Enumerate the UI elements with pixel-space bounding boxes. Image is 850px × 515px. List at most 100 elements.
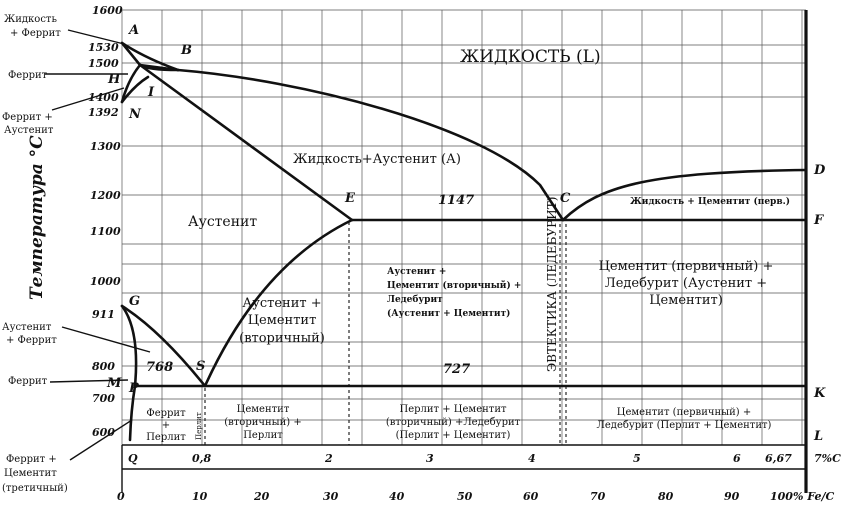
tick-fec-70: 70 [590,490,606,503]
leader-ferrite-cementite [69,419,133,461]
line-GS [120,304,207,388]
tick-H: H [107,72,121,87]
line-IE [138,63,354,222]
label-ferrite-cementite-3: (третичный) [2,483,68,494]
line-ES [203,218,354,388]
tick-1530: 1530 [88,41,119,54]
point-N: N [128,107,142,122]
region-aust-cem-2: Цементит [248,313,317,328]
tick-c7: 7%C [814,452,841,465]
temp-727: 727 [443,362,470,377]
region-cl-upper-3: Цементит) [649,293,723,308]
region-fp-1: Феррит [146,408,186,419]
region-fp-3: Перлит [146,432,186,443]
tick-fec-60: 60 [523,490,539,503]
tick-911: 911 [92,308,115,321]
region-aust-cem-1: Аустенит + [242,296,321,311]
point-labels: A B I N E C D F G S P K L [127,23,826,444]
point-F: F [813,213,824,228]
point-E: E [344,191,356,206]
point-S: S [196,359,205,374]
left-labels: Жидкость + Феррит Феррит Феррит + Аустен… [2,14,68,494]
diagram-grid [121,9,806,445]
region-cl-upper-1: Цементит (первичный) + [599,259,774,274]
tick-c08: 0,8 [192,452,211,465]
tick-1000: 1000 [90,275,121,288]
region-pcl-3: (Перлит + Цементит) [396,430,511,441]
y-axis-title: Температура °C [27,135,47,300]
line-NH [120,63,142,104]
label-ferrite-cementite-2: Цементит [4,468,57,479]
tick-1392: 1392 [88,106,119,119]
region-acl-2: Цементит (вторичный) + [387,280,521,291]
temperature-ticks: 1600 1530 1500 1400 1392 1300 1200 1100 … [88,4,123,439]
label-ferrite-austenite-1: Феррит + [2,112,53,123]
region-cl-upper-2: Ледебурит (Аустенит + [605,276,767,291]
region-cl-lower-2: Ледебурит (Перлит + Цементит) [597,420,772,431]
point-C: C [560,191,571,206]
tick-Q: Q [128,452,138,465]
region-liquid-austenite: Жидкость+Аустенит (А) [293,152,461,167]
region-pcl-1: Перлит + Цементит [399,404,507,415]
tick-600: 600 [92,426,115,439]
line-CD [561,168,808,222]
phase-lines [120,41,808,442]
tick-c3: 3 [426,452,434,465]
tick-fec-90: 90 [724,490,740,503]
tick-1300: 1300 [90,140,121,153]
region-eutectic: ЭВТЕКТИКА (ЛЕДЕБУРИТ) [545,197,559,372]
fec-ticks: 0 10 20 30 40 50 60 70 80 90 100% Fe/C [117,490,834,503]
line-NI [120,75,150,104]
leader-ferrite-austenite [51,87,125,111]
tick-fec-20: 20 [253,490,270,503]
tick-fec-0: 0 [117,490,125,503]
region-liquid: ЖИДКОСТЬ (L) [460,47,601,67]
label-ferrite-austenite-2: Аустенит [4,125,54,136]
line-BC [176,68,565,222]
point-G: G [129,294,140,309]
tick-800: 800 [92,360,115,373]
point-P: P [128,381,140,396]
tick-fec-100: 100% Fe/C [770,490,834,503]
tick-fec-80: 80 [658,490,674,503]
region-labels: ЖИДКОСТЬ (L) Жидкость+Аустенит (А) Жидко… [146,47,790,443]
tick-fec-10: 10 [192,490,208,503]
label-ferrite-top: Феррит [8,70,48,81]
region-austenite: Аустенит [188,214,257,230]
region-aust-cem-3: (вторичный) [239,331,325,346]
region-acl-1: Аустенит + [387,267,446,277]
region-cp-1: Цементит [237,404,290,415]
tick-700: 700 [92,392,115,405]
label-ferrite-cementite-1: Феррит + [6,454,57,465]
point-A: A [127,23,139,38]
tick-1100: 1100 [90,225,121,238]
tick-c667: 6,67 [765,452,792,465]
tick-c6: 6 [733,452,741,465]
tick-c5: 5 [633,452,641,465]
carbon-ticks: Q 0,8 2 3 4 5 6 6,67 7%C [128,452,841,465]
region-liquid-cementite: Жидкость + Цементит (перв.) [630,196,790,207]
region-cl-lower-1: Цементит (первичный) + [617,407,751,418]
tick-fec-40: 40 [389,490,405,503]
tick-1400: 1400 [88,91,119,104]
tick-1500: 1500 [88,57,119,70]
label-austenite-ferrite-2: + Феррит [6,335,57,346]
line-AH [120,41,142,67]
temp-1147: 1147 [438,193,474,208]
tick-c2: 2 [324,452,333,465]
tick-1600: 1600 [92,4,123,17]
point-K: K [813,386,826,401]
label-liquid-ferrite-2: + Феррит [10,28,61,39]
tick-c4: 4 [528,452,536,465]
point-D: D [813,163,826,178]
tick-fec-50: 50 [457,490,473,503]
point-B: B [180,43,192,58]
label-austenite-ferrite-1: Аустенит [2,322,52,333]
tick-M: M [106,376,122,391]
tick-1200: 1200 [90,189,121,202]
region-fp-2: + [162,420,170,431]
region-cp-2: (вторичный) + [224,417,302,428]
leader-ferrite-mid [49,379,129,383]
region-acl-4: (Аустенит + Цементит) [387,308,510,319]
